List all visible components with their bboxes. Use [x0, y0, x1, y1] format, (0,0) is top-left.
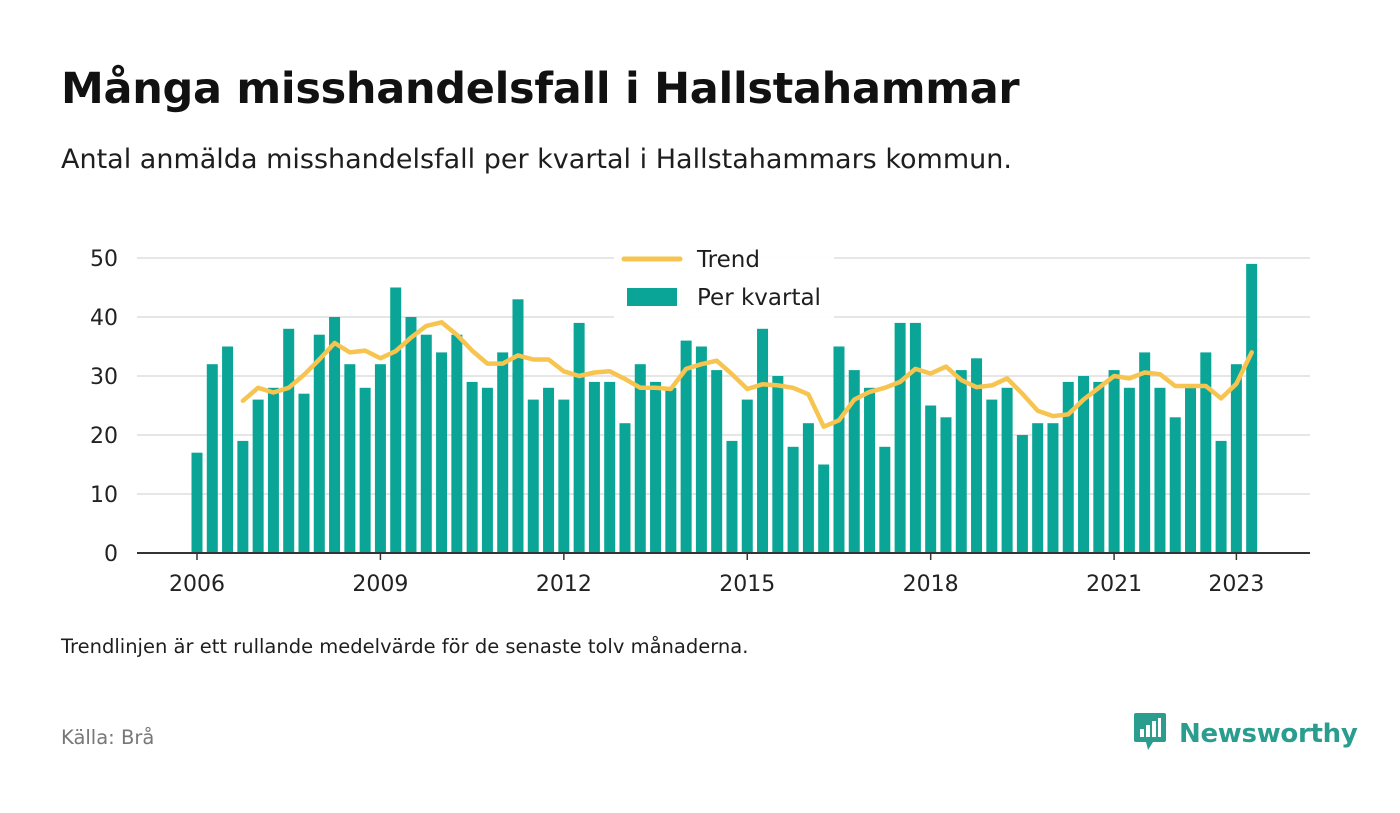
bar-36 [741, 399, 753, 553]
bar-61 [1123, 387, 1135, 553]
bar-19 [481, 387, 493, 553]
y-tick-label: 0 [104, 542, 118, 567]
bar-50 [955, 370, 967, 553]
bar-16 [436, 352, 448, 553]
bar-17 [451, 334, 463, 553]
bar-1 [206, 364, 218, 553]
bar-2 [222, 346, 234, 553]
trend-note: Trendlinjen är ett rullande medelvärde f… [61, 635, 749, 658]
bar-66 [1200, 352, 1212, 553]
bar-33 [695, 346, 707, 553]
bar-31 [665, 387, 677, 553]
bar-41 [818, 464, 830, 553]
bar-chart: 0 10 20 30 40 50 2006 2009 2012 2015 2018 2021 2023… [90, 238, 1310, 597]
x-tick-label: 2018 [903, 572, 959, 597]
bar-38 [772, 376, 784, 553]
bar-52 [986, 399, 998, 553]
y-tick-label: 20 [90, 424, 118, 449]
bars [191, 263, 1258, 553]
bar-68 [1230, 364, 1242, 553]
bar-10 [344, 364, 356, 553]
bar-28 [619, 423, 631, 553]
legend-bar-swatch [627, 288, 677, 306]
x-tick-label: 2009 [352, 572, 408, 597]
bar-47 [909, 322, 921, 553]
bar-59 [1093, 381, 1105, 553]
bar-35 [726, 440, 738, 553]
bar-40 [802, 423, 814, 553]
newsworthy-logo-icon [1133, 712, 1167, 756]
bar-57 [1062, 381, 1074, 553]
bar-25 [573, 322, 585, 553]
bar-32 [680, 340, 692, 553]
bar-22 [527, 399, 539, 553]
bar-63 [1154, 387, 1166, 553]
bar-48 [925, 405, 937, 553]
bar-24 [558, 399, 570, 553]
bar-39 [787, 446, 799, 553]
bar-55 [1032, 423, 1044, 553]
bar-69 [1246, 263, 1258, 553]
legend: Trend Per kvartal [614, 238, 834, 318]
chart-title: Många misshandelsfall i Hallstahammar [61, 64, 1020, 114]
bar-27 [604, 381, 616, 553]
bar-0 [191, 452, 203, 553]
bar-54 [1016, 435, 1028, 553]
brand-name: Newsworthy [1179, 719, 1358, 749]
bar-23 [543, 387, 555, 553]
y-tick-label: 10 [90, 483, 118, 508]
bar-51 [971, 358, 983, 553]
bar-65 [1185, 387, 1197, 553]
source-credit: Källa: Brå [61, 726, 155, 749]
bar-62 [1139, 352, 1151, 553]
bar-56 [1047, 423, 1059, 553]
bar-18 [466, 381, 478, 553]
bar-67 [1215, 440, 1227, 553]
bar-8 [313, 334, 325, 553]
bar-58 [1078, 376, 1090, 553]
bar-20 [497, 352, 509, 553]
bar-46 [894, 322, 906, 553]
x-tick-label: 2006 [169, 572, 225, 597]
bar-12 [374, 364, 386, 553]
bar-44 [864, 387, 876, 553]
legend-trend-label: Trend [696, 247, 760, 273]
bar-13 [390, 287, 402, 553]
axes: 2006 2009 2012 2015 2018 2021 2023 [137, 552, 1310, 597]
bar-14 [405, 317, 417, 553]
y-tick-label: 40 [90, 306, 118, 331]
bar-15 [420, 334, 432, 553]
bar-3 [237, 440, 249, 553]
bar-42 [833, 346, 845, 553]
bar-5 [267, 387, 279, 553]
bar-60 [1108, 370, 1120, 553]
bar-26 [588, 381, 600, 553]
y-tick-label: 30 [90, 365, 118, 390]
x-tick-label: 2023 [1208, 572, 1264, 597]
newsworthy-logo[interactable]: Newsworthy [1133, 712, 1358, 756]
bar-45 [879, 446, 891, 553]
x-tick-label: 2012 [536, 572, 592, 597]
legend-bar-label: Per kvartal [697, 285, 821, 311]
bar-53 [1001, 387, 1013, 553]
y-tick-label: 50 [90, 247, 118, 272]
bar-9 [329, 317, 341, 553]
bar-43 [848, 370, 860, 553]
bar-37 [757, 328, 769, 553]
bar-4 [252, 399, 264, 553]
x-tick-label: 2015 [719, 572, 775, 597]
bar-34 [711, 370, 723, 553]
bar-21 [512, 299, 524, 553]
bar-64 [1169, 417, 1181, 553]
trend-line-group [240, 320, 1254, 429]
chart-subtitle: Antal anmälda misshandelsfall per kvarta… [61, 144, 1012, 175]
bar-49 [940, 417, 952, 553]
bar-29 [634, 364, 646, 553]
x-tick-label: 2021 [1086, 572, 1142, 597]
bar-30 [650, 381, 662, 553]
trend-line [240, 320, 1254, 429]
bar-7 [298, 393, 310, 553]
bar-6 [283, 328, 295, 553]
bar-11 [359, 387, 371, 553]
